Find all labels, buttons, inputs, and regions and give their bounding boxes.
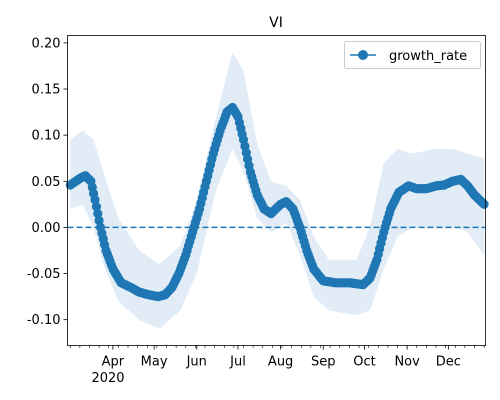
data-point [94, 215, 104, 226]
chart-title: VI [269, 15, 283, 31]
legend-box [344, 41, 481, 69]
data-point [91, 202, 101, 212]
data-point [479, 199, 489, 209]
x-tick-label: Apr [102, 355, 125, 370]
y-tick-label: 0.00 [32, 221, 61, 236]
data-point [90, 195, 100, 205]
x-tick-label: Nov [394, 355, 420, 370]
x-tick-label: Jun [186, 355, 207, 370]
x-tick-label: Jul [229, 355, 246, 370]
y-tick-label: 0.10 [32, 129, 61, 144]
y-tick-label: -0.10 [27, 313, 61, 328]
x-tick-label: May [141, 355, 168, 370]
y-tick-label: 0.05 [32, 175, 61, 190]
y-tick-label: 0.15 [32, 83, 61, 98]
x-tick-label: Dec [436, 355, 461, 370]
y-tick-label: 0.20 [32, 36, 61, 51]
x-axis: Apr May Jun Jul Aug Sep Oct Nov Dec [69, 345, 485, 370]
y-tick-label: -0.05 [27, 267, 61, 282]
y-axis: -0.10 -0.05 0.00 0.05 0.10 0.15 0.20 [27, 36, 68, 328]
x-tick-label: Aug [268, 355, 293, 370]
x-tick-label: Sep [311, 355, 336, 370]
plot-frame [67, 35, 486, 346]
legend-label: growth_rate [389, 49, 467, 64]
data-point [93, 209, 103, 219]
series-layer [65, 102, 489, 302]
x-tick-label: Oct [353, 355, 375, 370]
legend[interactable]: growth_rate [344, 41, 481, 69]
legend-marker-icon [358, 50, 368, 60]
x-year-label: 2020 [91, 371, 124, 386]
